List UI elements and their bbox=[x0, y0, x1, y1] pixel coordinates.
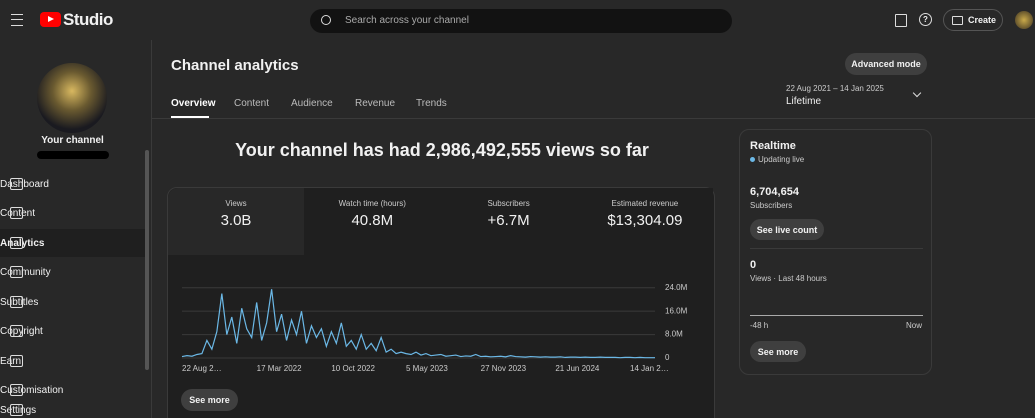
live-dot bbox=[750, 157, 755, 162]
redacted-name bbox=[37, 151, 109, 159]
metric-tile[interactable]: Views 3.0B bbox=[168, 188, 304, 255]
nav-icon bbox=[10, 325, 23, 337]
nav-item[interactable]: Copyright bbox=[0, 317, 145, 345]
menu-icon[interactable] bbox=[11, 14, 23, 26]
x-tick-label: 21 Jun 2024 bbox=[555, 364, 600, 373]
nav-item[interactable]: Content bbox=[0, 199, 145, 227]
metric-value: 3.0B bbox=[220, 212, 252, 229]
search-box[interactable]: Search across your channel bbox=[310, 9, 732, 33]
search-icon bbox=[321, 15, 331, 25]
y-tick-label: 24.0M bbox=[665, 283, 688, 292]
create-button[interactable]: Create bbox=[943, 9, 1003, 31]
x-tick-label: 5 May 2023 bbox=[406, 364, 448, 373]
axis-end: Now bbox=[905, 321, 922, 330]
realtime-baseline bbox=[750, 315, 923, 316]
nav-item[interactable]: Earn bbox=[0, 347, 145, 375]
tab[interactable]: Overview bbox=[171, 98, 216, 109]
metric-label: Watch time (hours) bbox=[338, 199, 406, 208]
nav-icon bbox=[10, 178, 23, 190]
help-icon[interactable]: ? bbox=[919, 13, 932, 26]
metric-label: Subscribers bbox=[487, 199, 530, 208]
live-count-button[interactable]: See live count bbox=[750, 219, 824, 240]
logo-text[interactable]: Studio bbox=[63, 10, 113, 29]
date-chevron[interactable] bbox=[912, 88, 922, 98]
realtime-status: Updating live bbox=[758, 155, 805, 164]
see-more-button[interactable]: See more bbox=[181, 389, 238, 411]
tab-underline bbox=[171, 116, 209, 118]
nav-icon bbox=[10, 296, 23, 308]
views-chart: 0 8.0M 16.0M 24.0M 22 Aug 2… 17 Mar 2022 10 Oc… bbox=[181, 283, 688, 373]
nav-label: Content bbox=[0, 207, 36, 219]
y-tick-label: 8.0M bbox=[665, 330, 683, 339]
sidebar: Your channel Dashboard Content Analytics Co… bbox=[0, 40, 152, 418]
nav-item[interactable]: Customisation bbox=[0, 376, 145, 404]
advanced-mode-button[interactable]: Advanced mode bbox=[845, 53, 927, 75]
views-line bbox=[181, 289, 655, 359]
search-placeholder: Search across your channel bbox=[345, 15, 469, 26]
tab[interactable]: Audience bbox=[291, 98, 333, 109]
y-tick-label: 0 bbox=[665, 353, 670, 362]
page-title: Channel analytics bbox=[171, 57, 299, 74]
nav-icon bbox=[10, 266, 23, 278]
nav-item[interactable]: Analytics bbox=[0, 229, 145, 257]
nav-label: Community bbox=[0, 266, 51, 278]
metric-value: +6.7M bbox=[487, 212, 530, 229]
metric-tile[interactable]: Estimated revenue $13,304.09 bbox=[576, 188, 713, 255]
logo-icon[interactable] bbox=[40, 12, 61, 27]
x-tick-label: 17 Mar 2022 bbox=[257, 364, 302, 373]
nav-icon bbox=[10, 384, 23, 396]
realtime-title: Realtime bbox=[750, 140, 796, 152]
account-avatar[interactable] bbox=[1015, 11, 1033, 29]
axis-start: -48 h bbox=[750, 321, 769, 330]
realtime-card: Realtime Updating live 6,704,654 Subscri… bbox=[739, 129, 932, 375]
metric-label: Views bbox=[225, 199, 247, 208]
date-range[interactable]: 22 Aug 2021 – 14 Jan 2025 bbox=[786, 84, 884, 93]
nav-label: Settings bbox=[0, 404, 37, 416]
metric-label: Estimated revenue bbox=[611, 199, 679, 208]
tab[interactable]: Trends bbox=[416, 98, 447, 109]
create-text: Create bbox=[968, 15, 997, 25]
x-tick-label: 14 Jan 2… bbox=[630, 364, 669, 373]
metric-tile[interactable]: Watch time (hours) 40.8M bbox=[304, 188, 441, 255]
nav-icon bbox=[10, 404, 23, 416]
realtime-divider bbox=[750, 248, 923, 249]
x-tick-label: 10 Oct 2022 bbox=[331, 364, 375, 373]
nav-item[interactable]: Community bbox=[0, 258, 145, 286]
headline: Your channel has had 2,986,492,555 views… bbox=[235, 140, 649, 160]
subscriber-count: 6,704,654 bbox=[750, 186, 799, 198]
divider bbox=[152, 118, 1035, 119]
channel-title: Your channel bbox=[41, 135, 104, 146]
tab[interactable]: Content bbox=[234, 98, 270, 109]
x-tick-label: 27 Nov 2023 bbox=[481, 364, 527, 373]
channel-avatar[interactable] bbox=[37, 63, 107, 133]
nav-icon bbox=[10, 355, 23, 367]
views-label: Views · Last 48 hours bbox=[750, 274, 827, 283]
nav-icon bbox=[10, 207, 23, 219]
nav-item[interactable]: Dashboard bbox=[0, 170, 145, 198]
nav-label: Subtitles bbox=[0, 296, 39, 308]
x-tick-label: 22 Aug 2… bbox=[182, 364, 222, 373]
metric-value: $13,304.09 bbox=[607, 212, 683, 229]
views-count: 0 bbox=[750, 259, 757, 271]
nav-label: Copyright bbox=[0, 325, 43, 337]
metric-tile[interactable]: Subscribers +6.7M bbox=[440, 188, 577, 255]
scrollbar[interactable] bbox=[145, 150, 149, 370]
create-icon bbox=[952, 16, 963, 25]
nav-item[interactable]: Settings bbox=[0, 396, 145, 418]
subscriber-label: Subscribers bbox=[750, 201, 793, 210]
period[interactable]: Lifetime bbox=[786, 96, 822, 107]
nav-label: Customisation bbox=[0, 384, 64, 396]
nav-icon bbox=[10, 237, 23, 249]
nav-label: Dashboard bbox=[0, 178, 49, 190]
tab[interactable]: Revenue bbox=[355, 98, 396, 109]
realtime-see-more[interactable]: See more bbox=[750, 341, 806, 362]
metric-value: 40.8M bbox=[351, 212, 394, 229]
y-tick-label: 16.0M bbox=[665, 306, 688, 315]
feedback-icon[interactable] bbox=[895, 14, 907, 27]
nav-item[interactable]: Subtitles bbox=[0, 288, 145, 316]
